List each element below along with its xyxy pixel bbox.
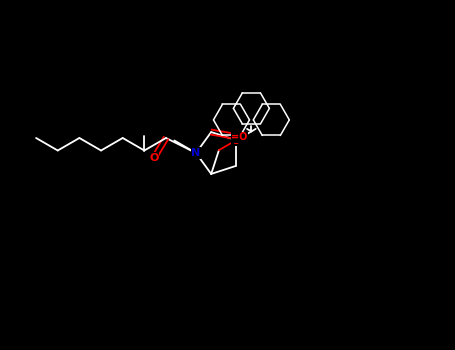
Text: O: O (149, 153, 159, 163)
Text: =O: =O (231, 132, 248, 142)
Text: O: O (231, 136, 239, 146)
Text: N: N (192, 148, 201, 158)
